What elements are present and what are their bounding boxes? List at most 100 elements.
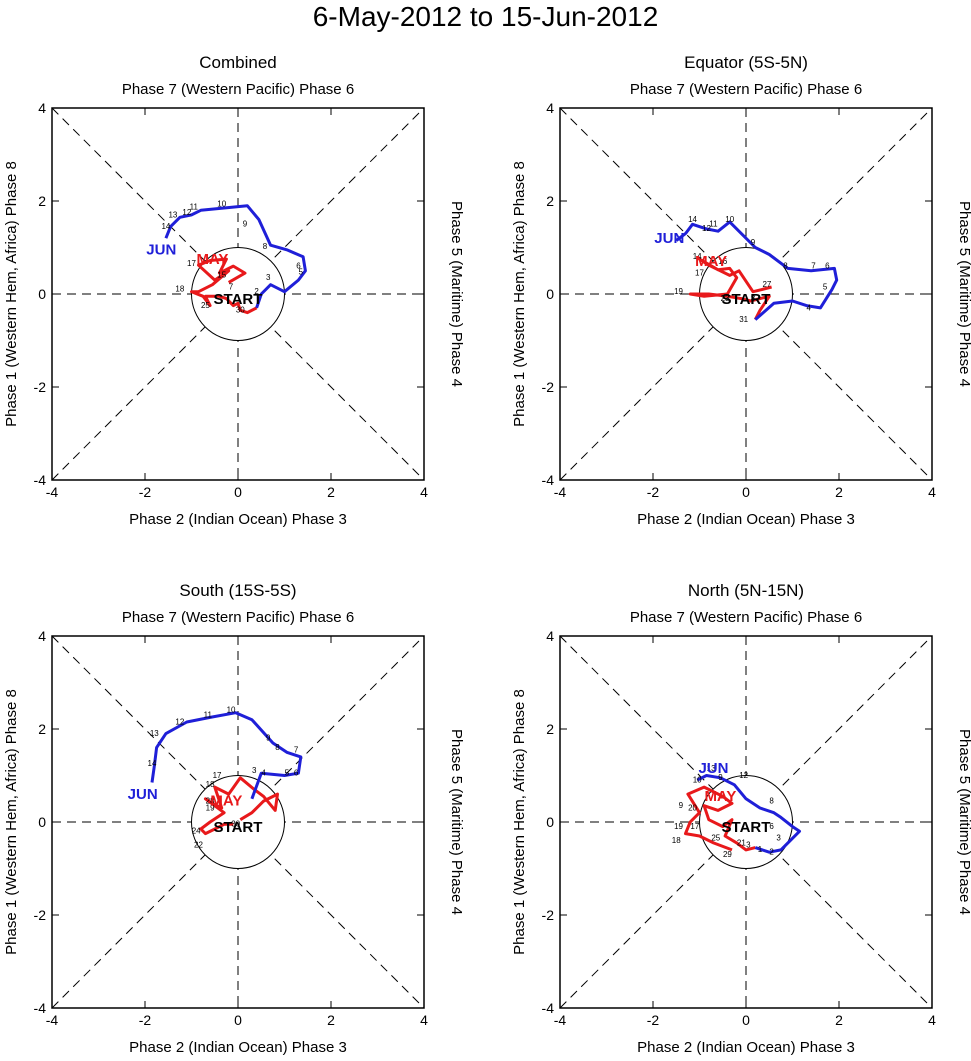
- page-title: 6-May-2012 to 15-Jun-2012: [312, 1, 659, 32]
- y-tick-label: -2: [542, 379, 555, 395]
- axis-label-left: Phase 1 (Western Hem, Africa) Phase 8: [3, 161, 20, 427]
- day-label: 22: [194, 841, 203, 850]
- axis-label-top: Phase 7 (Western Pacific) Phase 6: [122, 81, 354, 98]
- y-tick-label: -4: [34, 472, 47, 488]
- day-label: 3: [751, 294, 756, 303]
- x-tick-label: 4: [420, 484, 428, 500]
- day-label: 18: [206, 780, 215, 789]
- day-label: 8: [783, 261, 788, 270]
- day-label: 24: [192, 827, 201, 836]
- day-label: 7: [229, 282, 234, 291]
- y-tick-label: 2: [38, 721, 46, 737]
- day-label: 11: [190, 202, 199, 211]
- day-label: 9: [243, 220, 248, 229]
- day-label: 30: [236, 306, 245, 315]
- start-label: START: [214, 819, 263, 836]
- chart-panel: South (15S-5S) Phase 7 (Western Pacific) …: [3, 581, 465, 1056]
- day-label: 25: [711, 834, 720, 843]
- day-label: 12: [702, 224, 711, 233]
- y-tick-label: 0: [38, 286, 46, 302]
- x-tick-label: 0: [234, 484, 242, 500]
- day-label: 18: [175, 285, 184, 294]
- day-label: 25: [201, 301, 210, 310]
- axis-label-right: Phase 5 (Maritime) Phase 4: [956, 729, 971, 915]
- x-tick-label: 2: [327, 1012, 335, 1028]
- y-tick-label: -2: [542, 907, 555, 923]
- day-label: 9: [266, 734, 271, 743]
- x-tick-label: 2: [327, 484, 335, 500]
- month-label-may: MAY: [196, 251, 228, 268]
- day-label: 9: [718, 773, 723, 782]
- x-tick-label: -2: [647, 1012, 660, 1028]
- axis-label-left: Phase 1 (Western Hem, Africa) Phase 8: [511, 689, 528, 955]
- start-label: START: [214, 291, 263, 308]
- day-label: 8: [769, 796, 774, 805]
- x-tick-label: -4: [46, 484, 59, 500]
- start-label: START: [722, 291, 771, 308]
- day-label: 13: [150, 729, 159, 738]
- x-tick-label: 0: [234, 1012, 242, 1028]
- month-label-jun: JUN: [698, 760, 728, 777]
- day-label: 20: [688, 803, 697, 812]
- day-label: 3: [266, 273, 271, 282]
- month-label-jun: JUN: [146, 241, 176, 258]
- y-tick-label: 4: [38, 628, 46, 644]
- day-label: 9: [751, 238, 756, 247]
- y-tick-label: 2: [546, 721, 554, 737]
- x-tick-label: 2: [835, 484, 843, 500]
- day-label: 7: [811, 261, 816, 270]
- series-line-may: [190, 257, 258, 315]
- day-label: 8: [275, 743, 280, 752]
- x-tick-label: 4: [928, 484, 936, 500]
- day-label: 14: [161, 222, 170, 231]
- month-label-jun: JUN: [654, 230, 684, 247]
- x-tick-label: 4: [928, 1012, 936, 1028]
- panel-title: North (5N-15N): [688, 581, 804, 600]
- day-label: 30: [231, 820, 240, 829]
- panel-title: Equator (5S-5N): [684, 53, 808, 72]
- day-label: 6: [294, 769, 299, 778]
- y-tick-label: -2: [34, 907, 47, 923]
- month-label-may: MAY: [695, 253, 727, 270]
- day-label: 21: [737, 838, 746, 847]
- y-tick-label: -4: [542, 472, 555, 488]
- day-label: 7: [294, 745, 299, 754]
- y-tick-label: -4: [34, 1000, 47, 1016]
- day-label: 3: [252, 766, 257, 775]
- day-label: 19: [206, 803, 215, 812]
- axis-label-bottom: Phase 2 (Indian Ocean) Phase 3: [129, 1039, 347, 1056]
- day-label: 27: [762, 280, 771, 289]
- panel-title: Combined: [199, 53, 277, 72]
- y-tick-label: -2: [34, 379, 47, 395]
- day-label: 5: [823, 282, 828, 291]
- day-label: 5: [285, 769, 290, 778]
- month-label-may: MAY: [704, 788, 736, 805]
- day-label: 3: [776, 834, 781, 843]
- axis-label-bottom: Phase 2 (Indian Ocean) Phase 3: [637, 511, 855, 528]
- x-tick-label: 4: [420, 1012, 428, 1028]
- day-label: 14: [688, 215, 697, 224]
- axis-label-top: Phase 7 (Western Pacific) Phase 6: [630, 609, 862, 626]
- day-label: 19: [674, 822, 683, 831]
- chart-panel: North (5N-15N) Phase 7 (Western Pacific) …: [511, 581, 971, 1056]
- axis-label-bottom: Phase 2 (Indian Ocean) Phase 3: [637, 1039, 855, 1056]
- day-label: 2: [254, 287, 259, 296]
- day-label: 15: [217, 271, 226, 280]
- unit-circle: [191, 247, 285, 341]
- y-tick-label: 0: [38, 814, 46, 830]
- y-tick-label: 0: [546, 286, 554, 302]
- day-label: 12: [175, 717, 184, 726]
- day-label: 9: [679, 801, 684, 810]
- day-label: 23: [721, 294, 730, 303]
- day-label: 16: [718, 257, 727, 266]
- day-label: 10: [217, 200, 226, 209]
- x-tick-label: 2: [835, 1012, 843, 1028]
- day-label: 17: [187, 259, 196, 268]
- axis-label-bottom: Phase 2 (Indian Ocean) Phase 3: [129, 511, 347, 528]
- day-label: 1: [758, 845, 763, 854]
- axis-label-left: Phase 1 (Western Hem, Africa) Phase 8: [511, 161, 528, 427]
- day-label: 12: [739, 771, 748, 780]
- day-label: 14: [693, 252, 702, 261]
- axis-label-right: Phase 5 (Maritime) Phase 4: [448, 201, 465, 387]
- axis-label-left: Phase 1 (Western Hem, Africa) Phase 8: [3, 689, 20, 955]
